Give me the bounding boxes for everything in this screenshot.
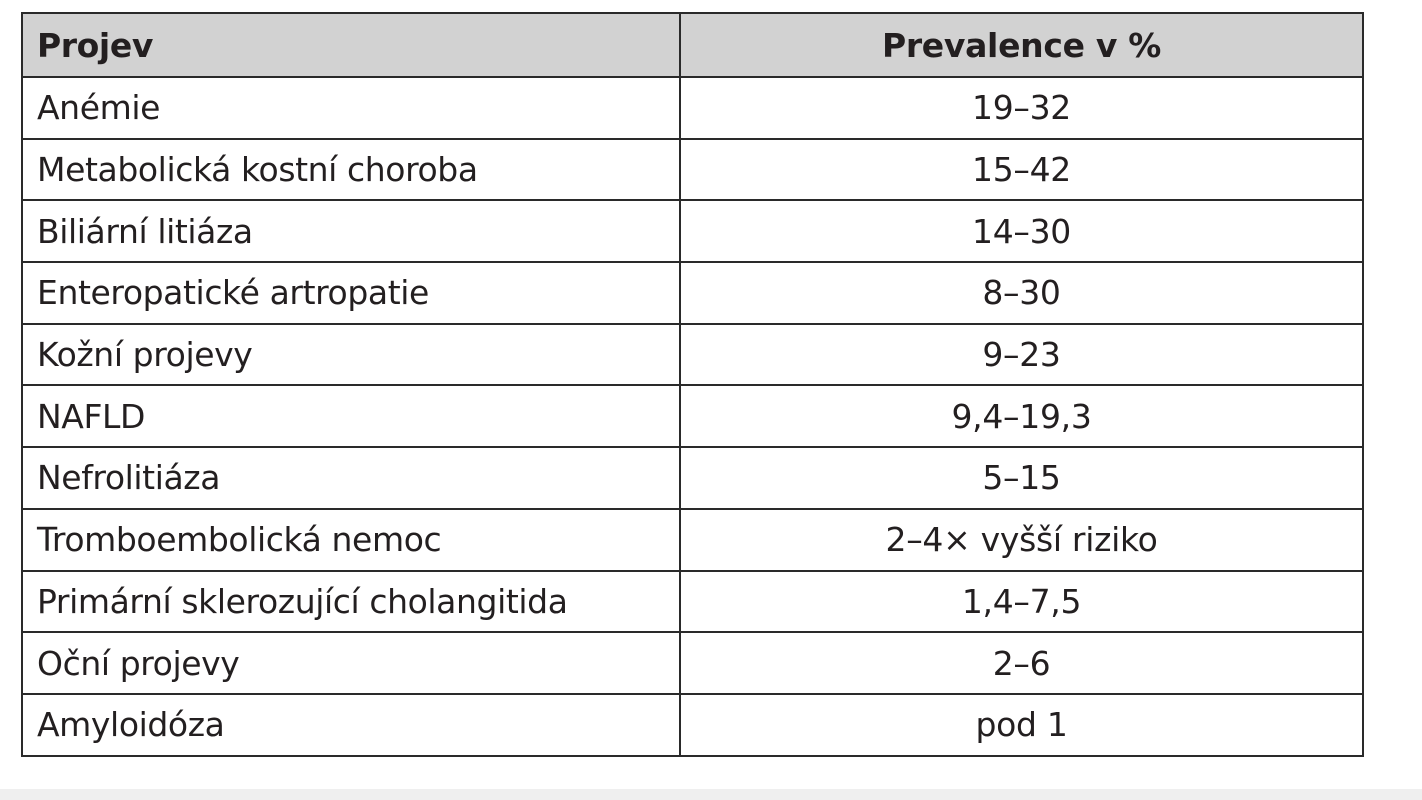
bottom-strip	[0, 789, 1422, 800]
prevalence-cell: 14–30	[679, 199, 1364, 264]
table-row: Anémie 19–32	[21, 76, 1364, 140]
prevalence-table: Projev Prevalence v % Anémie 19–32 Metab…	[21, 12, 1364, 757]
projev-cell: Metabolická kostní choroba	[21, 137, 681, 202]
projev-cell: Anémie	[21, 76, 681, 140]
table-body: Anémie 19–32 Metabolická kostní choroba …	[21, 76, 1364, 757]
prevalence-cell: 9,4–19,3	[679, 384, 1364, 449]
prevalence-cell: 9–23	[679, 322, 1364, 387]
column-header-projev: Projev	[21, 12, 681, 78]
projev-cell: Biliární litiáza	[21, 199, 681, 264]
table-row: NAFLD 9,4–19,3	[21, 384, 1364, 449]
table-row: Oční projevy 2–6	[21, 631, 1364, 695]
prevalence-cell: 2–6	[679, 631, 1364, 695]
projev-cell: Tromboembolická nemoc	[21, 507, 681, 572]
table-row: Nefrolitiáza 5–15	[21, 446, 1364, 510]
prevalence-cell: 19–32	[679, 76, 1364, 140]
table-row: Primární sklerozující cholangitida 1,4–7…	[21, 569, 1364, 634]
projev-cell: Oční projevy	[21, 631, 681, 695]
table-row: Tromboembolická nemoc 2–4× vyšší riziko	[21, 507, 1364, 572]
projev-cell: Kožní projevy	[21, 322, 681, 387]
projev-cell: Nefrolitiáza	[21, 446, 681, 510]
table-row: Metabolická kostní choroba 15–42	[21, 137, 1364, 202]
header-row: Projev Prevalence v %	[21, 12, 1364, 78]
projev-cell: Amyloidóza	[21, 692, 681, 757]
table-row: Amyloidóza pod 1	[21, 692, 1364, 757]
table-row: Kožní projevy 9–23	[21, 322, 1364, 387]
prevalence-cell: 1,4–7,5	[679, 569, 1364, 634]
prevalence-cell: 2–4× vyšší riziko	[679, 507, 1364, 572]
prevalence-cell: pod 1	[679, 692, 1364, 757]
table-header: Projev Prevalence v %	[21, 12, 1364, 78]
table-row: Enteropatické artropatie 8–30	[21, 261, 1364, 325]
prevalence-cell: 15–42	[679, 137, 1364, 202]
column-header-prevalence: Prevalence v %	[679, 12, 1364, 78]
projev-cell: NAFLD	[21, 384, 681, 449]
prevalence-cell: 5–15	[679, 446, 1364, 510]
table-row: Biliární litiáza 14–30	[21, 199, 1364, 264]
prevalence-cell: 8–30	[679, 261, 1364, 325]
projev-cell: Enteropatické artropatie	[21, 261, 681, 325]
projev-cell: Primární sklerozující cholangitida	[21, 569, 681, 634]
